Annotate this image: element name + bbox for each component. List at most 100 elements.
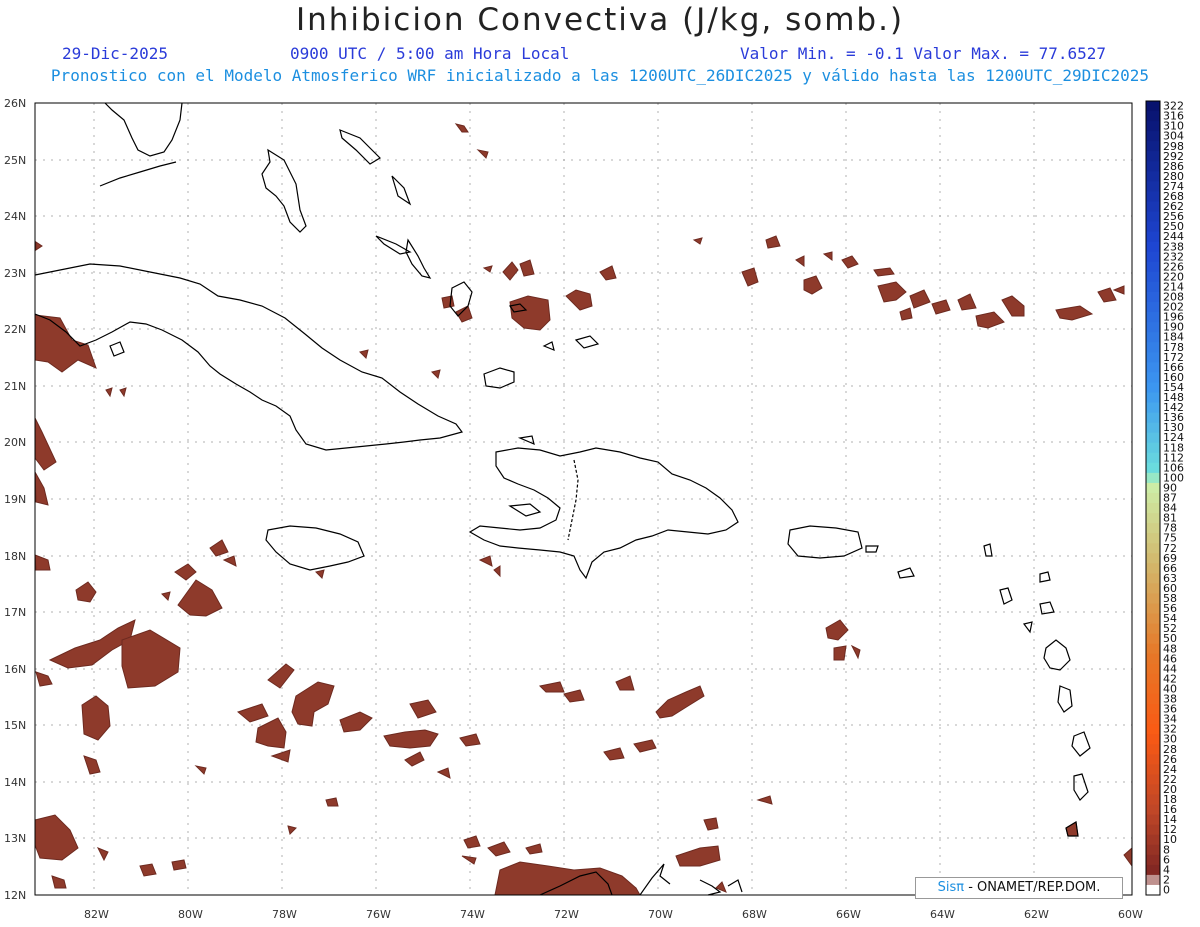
colorbar-label: 220 — [1163, 270, 1184, 283]
coast-florida — [104, 102, 183, 157]
forecast-date: 29-Dic-2025 — [62, 44, 168, 63]
colorbar-label: 112 — [1163, 451, 1184, 464]
colorbar-label: 20 — [1163, 783, 1177, 796]
lat-label: 14N — [4, 776, 26, 789]
colorbar-swatch — [1146, 784, 1160, 795]
colorbar-swatch — [1146, 613, 1160, 625]
lon-label: 62W — [1024, 908, 1049, 921]
colorbar-swatch — [1146, 271, 1160, 283]
colorbar-border — [1145, 100, 1161, 896]
colorbar-label: 26 — [1163, 753, 1177, 766]
colorbar-swatch — [1146, 221, 1160, 233]
colorbar-label: 310 — [1163, 120, 1184, 133]
colorbar-label: 54 — [1163, 612, 1177, 625]
colorbar-swatch — [1146, 523, 1160, 534]
colorbar-label: 10 — [1163, 833, 1177, 846]
lon-label: 64W — [930, 908, 955, 921]
colorbar-swatch — [1146, 281, 1160, 293]
colorbar-swatch — [1146, 643, 1160, 655]
lat-label: 17N — [4, 606, 26, 619]
colorbar-swatch — [1146, 804, 1160, 816]
lat-label: 16N — [4, 663, 26, 676]
lon-label: 82W — [84, 908, 109, 921]
colorbar-swatch — [1146, 794, 1160, 806]
colorbar-swatch — [1146, 583, 1160, 594]
lat-label: 18N — [4, 550, 26, 563]
colorbar-label: 280 — [1163, 170, 1184, 183]
colorbar-label: 178 — [1163, 341, 1184, 354]
colorbar-swatch — [1146, 231, 1160, 243]
coastlines — [34, 102, 1091, 896]
colorbar-label: 72 — [1163, 542, 1177, 555]
colorbar-swatch — [1146, 352, 1160, 363]
colorbar-label: 238 — [1163, 240, 1184, 253]
coast-jamaica — [265, 525, 365, 571]
lon-label: 78W — [272, 908, 297, 921]
colorbar-label: 60 — [1163, 582, 1177, 595]
lat-label: 12N — [4, 889, 26, 902]
colorbar-swatch — [1146, 111, 1160, 122]
colorbar-label: 136 — [1163, 411, 1184, 424]
colorbar-swatch — [1146, 412, 1160, 424]
colorbar-swatch — [1146, 161, 1160, 172]
colorbar-swatch — [1146, 844, 1160, 856]
colorbar-swatch — [1146, 603, 1160, 615]
colorbar-label: 52 — [1163, 622, 1177, 635]
colorbar-swatch — [1146, 291, 1160, 303]
colorbar-label: 16 — [1163, 803, 1177, 816]
colorbar-swatch — [1146, 472, 1160, 484]
chart-title: Inhibicion Convectiva (J/kg, somb.) — [295, 2, 905, 38]
colorbar-swatch — [1146, 382, 1160, 393]
forecast-time: 0900 UTC / 5:00 am Hora Local — [290, 44, 570, 63]
colorbar-swatch — [1146, 211, 1160, 223]
coast-hispaniola — [468, 447, 739, 580]
colorbar-label: 304 — [1163, 130, 1184, 143]
lat-label: 19N — [4, 493, 26, 506]
colorbar-swatch — [1146, 362, 1160, 373]
colorbar-swatch — [1146, 302, 1160, 313]
colorbar-swatch — [1146, 452, 1160, 464]
colorbar-label: 322 — [1163, 100, 1184, 113]
colorbar-label: 124 — [1163, 431, 1184, 444]
colorbar-label: 214 — [1163, 280, 1184, 293]
colorbar-swatch — [1146, 442, 1160, 454]
colorbar-label: 2 — [1163, 873, 1170, 886]
colorbar-label: 78 — [1163, 522, 1177, 535]
colorbar-label: 316 — [1163, 110, 1184, 123]
colorbar-swatch — [1146, 241, 1160, 253]
colorbar-label: 22 — [1163, 773, 1177, 786]
lon-label: 72W — [554, 908, 579, 921]
colorbar-label: 84 — [1163, 502, 1177, 515]
colorbar-label: 63 — [1163, 572, 1177, 585]
colorbar-swatch — [1146, 764, 1160, 775]
colorbar-swatch — [1146, 543, 1160, 554]
colorbar-label: 8 — [1163, 843, 1170, 856]
colorbar-swatch — [1146, 503, 1160, 514]
colorbar-label: 18 — [1163, 793, 1177, 806]
colorbar-swatch — [1146, 724, 1160, 735]
colorbar-swatch — [1146, 462, 1160, 474]
colorbar-swatch — [1146, 332, 1160, 343]
colorbar-label: 66 — [1163, 562, 1177, 575]
colorbar-label: 56 — [1163, 602, 1177, 615]
colorbar-swatch — [1146, 392, 1160, 404]
colorbar-swatch — [1146, 884, 1160, 896]
colorbar-label: 154 — [1163, 381, 1184, 394]
map-background — [35, 103, 1132, 895]
colorbar-label: 38 — [1163, 693, 1177, 706]
colorbar-label: 274 — [1163, 180, 1184, 193]
colorbar-label: 286 — [1163, 160, 1184, 173]
colorbar-swatch — [1146, 201, 1160, 213]
colorbar-label: 81 — [1163, 512, 1177, 525]
colorbar-swatch — [1146, 653, 1160, 665]
colorbar-label: 75 — [1163, 532, 1177, 545]
colorbar-swatch — [1146, 553, 1160, 564]
colorbar-label: 118 — [1163, 441, 1184, 454]
lat-label: 23N — [4, 267, 26, 280]
colorbar-label: 160 — [1163, 371, 1184, 384]
colorbar-label: 12 — [1163, 823, 1177, 836]
colorbar-swatch — [1146, 814, 1160, 826]
colorbar-swatch — [1146, 131, 1160, 142]
colorbar-swatch — [1146, 533, 1160, 544]
